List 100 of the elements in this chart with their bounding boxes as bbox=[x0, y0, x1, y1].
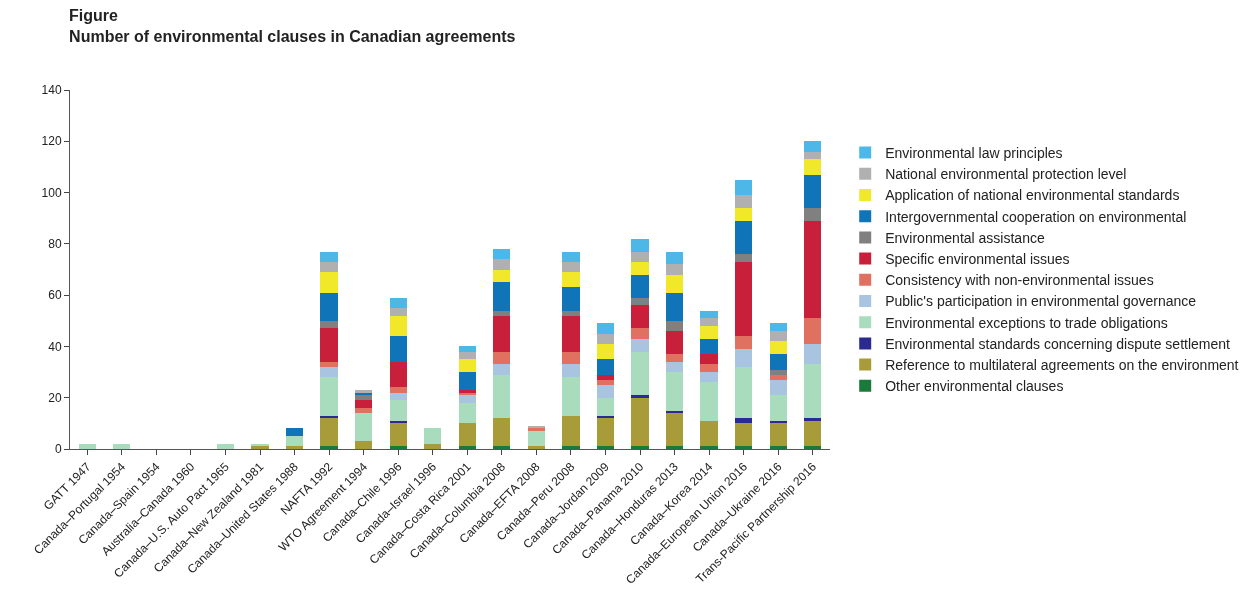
bar bbox=[596, 397, 615, 416]
bar bbox=[700, 420, 718, 447]
bar bbox=[665, 446, 684, 449]
bar bbox=[804, 159, 822, 175]
bar bbox=[665, 274, 684, 293]
bar bbox=[424, 443, 442, 449]
bar bbox=[355, 407, 373, 414]
bar bbox=[804, 343, 822, 365]
bar bbox=[769, 379, 787, 396]
bar bbox=[389, 400, 407, 421]
bar bbox=[458, 359, 476, 373]
bar bbox=[493, 259, 511, 270]
bar bbox=[285, 446, 304, 449]
bar bbox=[735, 418, 753, 424]
bar bbox=[665, 264, 684, 275]
bar bbox=[389, 315, 407, 337]
bar bbox=[493, 374, 511, 419]
y-tick-label: 40 bbox=[48, 339, 62, 354]
bar bbox=[78, 443, 96, 449]
bar bbox=[769, 323, 787, 332]
bar bbox=[389, 423, 407, 447]
bar bbox=[493, 364, 511, 375]
bar bbox=[389, 307, 407, 316]
bar bbox=[596, 446, 615, 449]
bar bbox=[389, 361, 407, 388]
bar bbox=[458, 423, 476, 447]
bar bbox=[700, 325, 718, 339]
bar bbox=[700, 338, 718, 355]
bar bbox=[320, 361, 338, 367]
bar bbox=[320, 320, 338, 329]
bar bbox=[320, 377, 338, 416]
bar bbox=[562, 351, 580, 365]
bar bbox=[700, 318, 718, 326]
bar bbox=[285, 436, 304, 447]
bar bbox=[804, 318, 822, 344]
bar bbox=[493, 418, 511, 447]
bar bbox=[216, 443, 235, 449]
bar bbox=[527, 431, 545, 447]
bar bbox=[320, 446, 338, 449]
bar bbox=[665, 251, 684, 265]
legend-label: Environmental standards concerning dispute settlement bbox=[885, 335, 1231, 352]
bar bbox=[735, 423, 753, 447]
y-tick-label: 120 bbox=[41, 134, 62, 149]
bar bbox=[735, 220, 753, 255]
bar bbox=[735, 336, 753, 349]
bar bbox=[804, 364, 822, 419]
bar bbox=[769, 331, 787, 342]
legend-label: Intergovernmental cooperation on environmental bbox=[885, 208, 1187, 225]
bar bbox=[735, 446, 753, 449]
bar bbox=[631, 251, 649, 262]
bar bbox=[562, 310, 580, 316]
legend-label: National environmental protection level bbox=[885, 166, 1127, 183]
bar bbox=[458, 402, 476, 424]
bar bbox=[631, 328, 649, 339]
bar bbox=[389, 446, 407, 449]
legend-label: Public's participation in environmental governance bbox=[885, 293, 1197, 310]
bar bbox=[493, 282, 511, 311]
bar bbox=[735, 261, 753, 337]
bar bbox=[631, 238, 649, 252]
legend-label: Application of national environmental standards bbox=[885, 187, 1180, 204]
bar bbox=[562, 377, 580, 416]
bar bbox=[665, 354, 684, 362]
bar bbox=[562, 446, 580, 449]
bar bbox=[631, 395, 649, 398]
bar bbox=[665, 320, 684, 332]
bar bbox=[493, 248, 511, 260]
bar bbox=[700, 354, 718, 365]
bar bbox=[769, 354, 787, 370]
bar bbox=[562, 287, 580, 311]
bar bbox=[596, 333, 615, 344]
bar bbox=[804, 418, 822, 421]
chart-subtitle: Number of environmental clauses in Canadian agreements bbox=[69, 27, 516, 45]
y-tick-label: 20 bbox=[48, 390, 62, 405]
bar bbox=[458, 346, 476, 352]
bar bbox=[769, 395, 787, 421]
bar bbox=[320, 366, 338, 378]
bar bbox=[562, 261, 580, 273]
legend-label: Environmental assistance bbox=[885, 229, 1045, 246]
bar bbox=[389, 297, 407, 308]
y-tick-label: 100 bbox=[41, 185, 62, 200]
bar bbox=[631, 351, 649, 396]
legend-label: Other environmental clauses bbox=[885, 378, 1064, 395]
bar bbox=[769, 423, 787, 447]
bar bbox=[596, 418, 615, 447]
bar bbox=[735, 195, 753, 208]
y-tick-label: 140 bbox=[41, 83, 62, 98]
legend-label: Specific environmental issues bbox=[885, 251, 1070, 268]
bar bbox=[700, 310, 718, 319]
bar bbox=[493, 315, 511, 352]
legend-label: Consistency with non-environmental issues bbox=[885, 272, 1154, 289]
bar bbox=[493, 310, 511, 316]
bar bbox=[804, 174, 822, 208]
bar bbox=[389, 336, 407, 362]
bar bbox=[804, 420, 822, 447]
bar bbox=[320, 418, 338, 447]
bar bbox=[320, 272, 338, 293]
bar bbox=[735, 179, 753, 196]
legend-label: Environmental exceptions to trade obligations bbox=[885, 314, 1168, 331]
bar bbox=[665, 292, 684, 321]
bar bbox=[804, 220, 822, 319]
